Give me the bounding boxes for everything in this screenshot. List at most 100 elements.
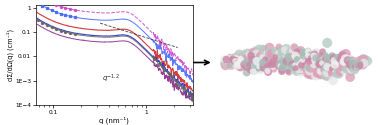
Point xyxy=(269,54,275,56)
Point xyxy=(337,58,343,60)
Point xyxy=(336,57,342,59)
Point xyxy=(254,66,260,68)
Point xyxy=(226,61,232,63)
Point xyxy=(294,70,300,72)
Point xyxy=(260,52,266,54)
Point xyxy=(342,59,349,61)
Point xyxy=(259,56,265,58)
Point xyxy=(230,58,236,60)
Point xyxy=(327,60,333,62)
Point xyxy=(328,68,334,70)
Point xyxy=(318,60,324,62)
Point xyxy=(291,46,297,48)
Point xyxy=(333,62,339,64)
Point xyxy=(348,69,354,71)
Point xyxy=(248,55,254,57)
Point xyxy=(330,69,336,71)
Point xyxy=(356,65,362,67)
Point xyxy=(265,62,271,64)
Point xyxy=(314,72,321,74)
Point xyxy=(251,54,257,56)
Point xyxy=(224,60,230,62)
Point xyxy=(281,53,287,55)
Point xyxy=(272,56,278,58)
Point xyxy=(348,68,354,70)
Point xyxy=(242,54,248,56)
Point xyxy=(314,68,321,70)
Point xyxy=(237,60,243,62)
Point xyxy=(362,58,368,60)
Point xyxy=(282,49,288,51)
Point xyxy=(341,62,347,64)
Point xyxy=(324,75,330,77)
Point xyxy=(229,63,235,65)
Point xyxy=(277,62,283,64)
Point xyxy=(230,59,236,61)
Point xyxy=(344,58,350,60)
Point xyxy=(327,63,333,65)
Point xyxy=(234,62,240,64)
Point xyxy=(252,65,258,67)
Point xyxy=(231,58,237,60)
Point xyxy=(341,59,347,61)
Point xyxy=(344,59,350,61)
Point xyxy=(271,53,277,55)
Point xyxy=(327,57,333,59)
Point xyxy=(357,59,363,61)
Point xyxy=(334,56,340,58)
Point xyxy=(225,58,231,60)
Point xyxy=(279,67,285,69)
Point xyxy=(354,61,360,63)
Point xyxy=(346,68,352,70)
Point xyxy=(324,42,330,44)
Point xyxy=(244,72,250,74)
Point xyxy=(253,49,259,51)
Point xyxy=(345,59,351,61)
Point xyxy=(355,61,361,63)
Point xyxy=(271,60,277,62)
Point xyxy=(276,53,282,55)
Point xyxy=(333,65,339,67)
Point xyxy=(294,54,300,56)
Point xyxy=(264,56,270,58)
Point xyxy=(342,64,349,66)
Point xyxy=(237,57,243,59)
Point xyxy=(264,52,270,54)
Point xyxy=(351,63,357,65)
Point xyxy=(349,68,355,70)
Point xyxy=(340,54,346,56)
Point xyxy=(229,62,235,64)
Point xyxy=(229,63,235,65)
Point xyxy=(223,62,229,64)
Point xyxy=(307,53,313,55)
Point xyxy=(239,59,245,61)
Point xyxy=(265,55,271,57)
Point xyxy=(332,68,338,70)
Point xyxy=(255,62,261,64)
Point xyxy=(300,62,306,64)
Point xyxy=(305,72,311,74)
Point xyxy=(258,61,264,63)
Point xyxy=(303,67,309,69)
Point xyxy=(335,70,341,72)
Point xyxy=(280,52,286,54)
Point xyxy=(295,50,301,52)
Point xyxy=(231,56,237,58)
Point xyxy=(253,53,259,55)
Point xyxy=(339,54,345,56)
Point xyxy=(318,64,324,66)
Point xyxy=(309,74,315,76)
Point xyxy=(247,65,253,67)
Point xyxy=(339,65,345,67)
Point xyxy=(245,53,251,55)
Point xyxy=(254,60,260,62)
Point xyxy=(266,62,272,64)
Point xyxy=(327,62,333,64)
Point xyxy=(342,57,348,59)
Point xyxy=(226,64,232,66)
Point xyxy=(255,60,261,62)
Point xyxy=(336,58,342,60)
Point xyxy=(343,53,349,55)
Point xyxy=(251,65,257,67)
Point xyxy=(360,63,366,65)
